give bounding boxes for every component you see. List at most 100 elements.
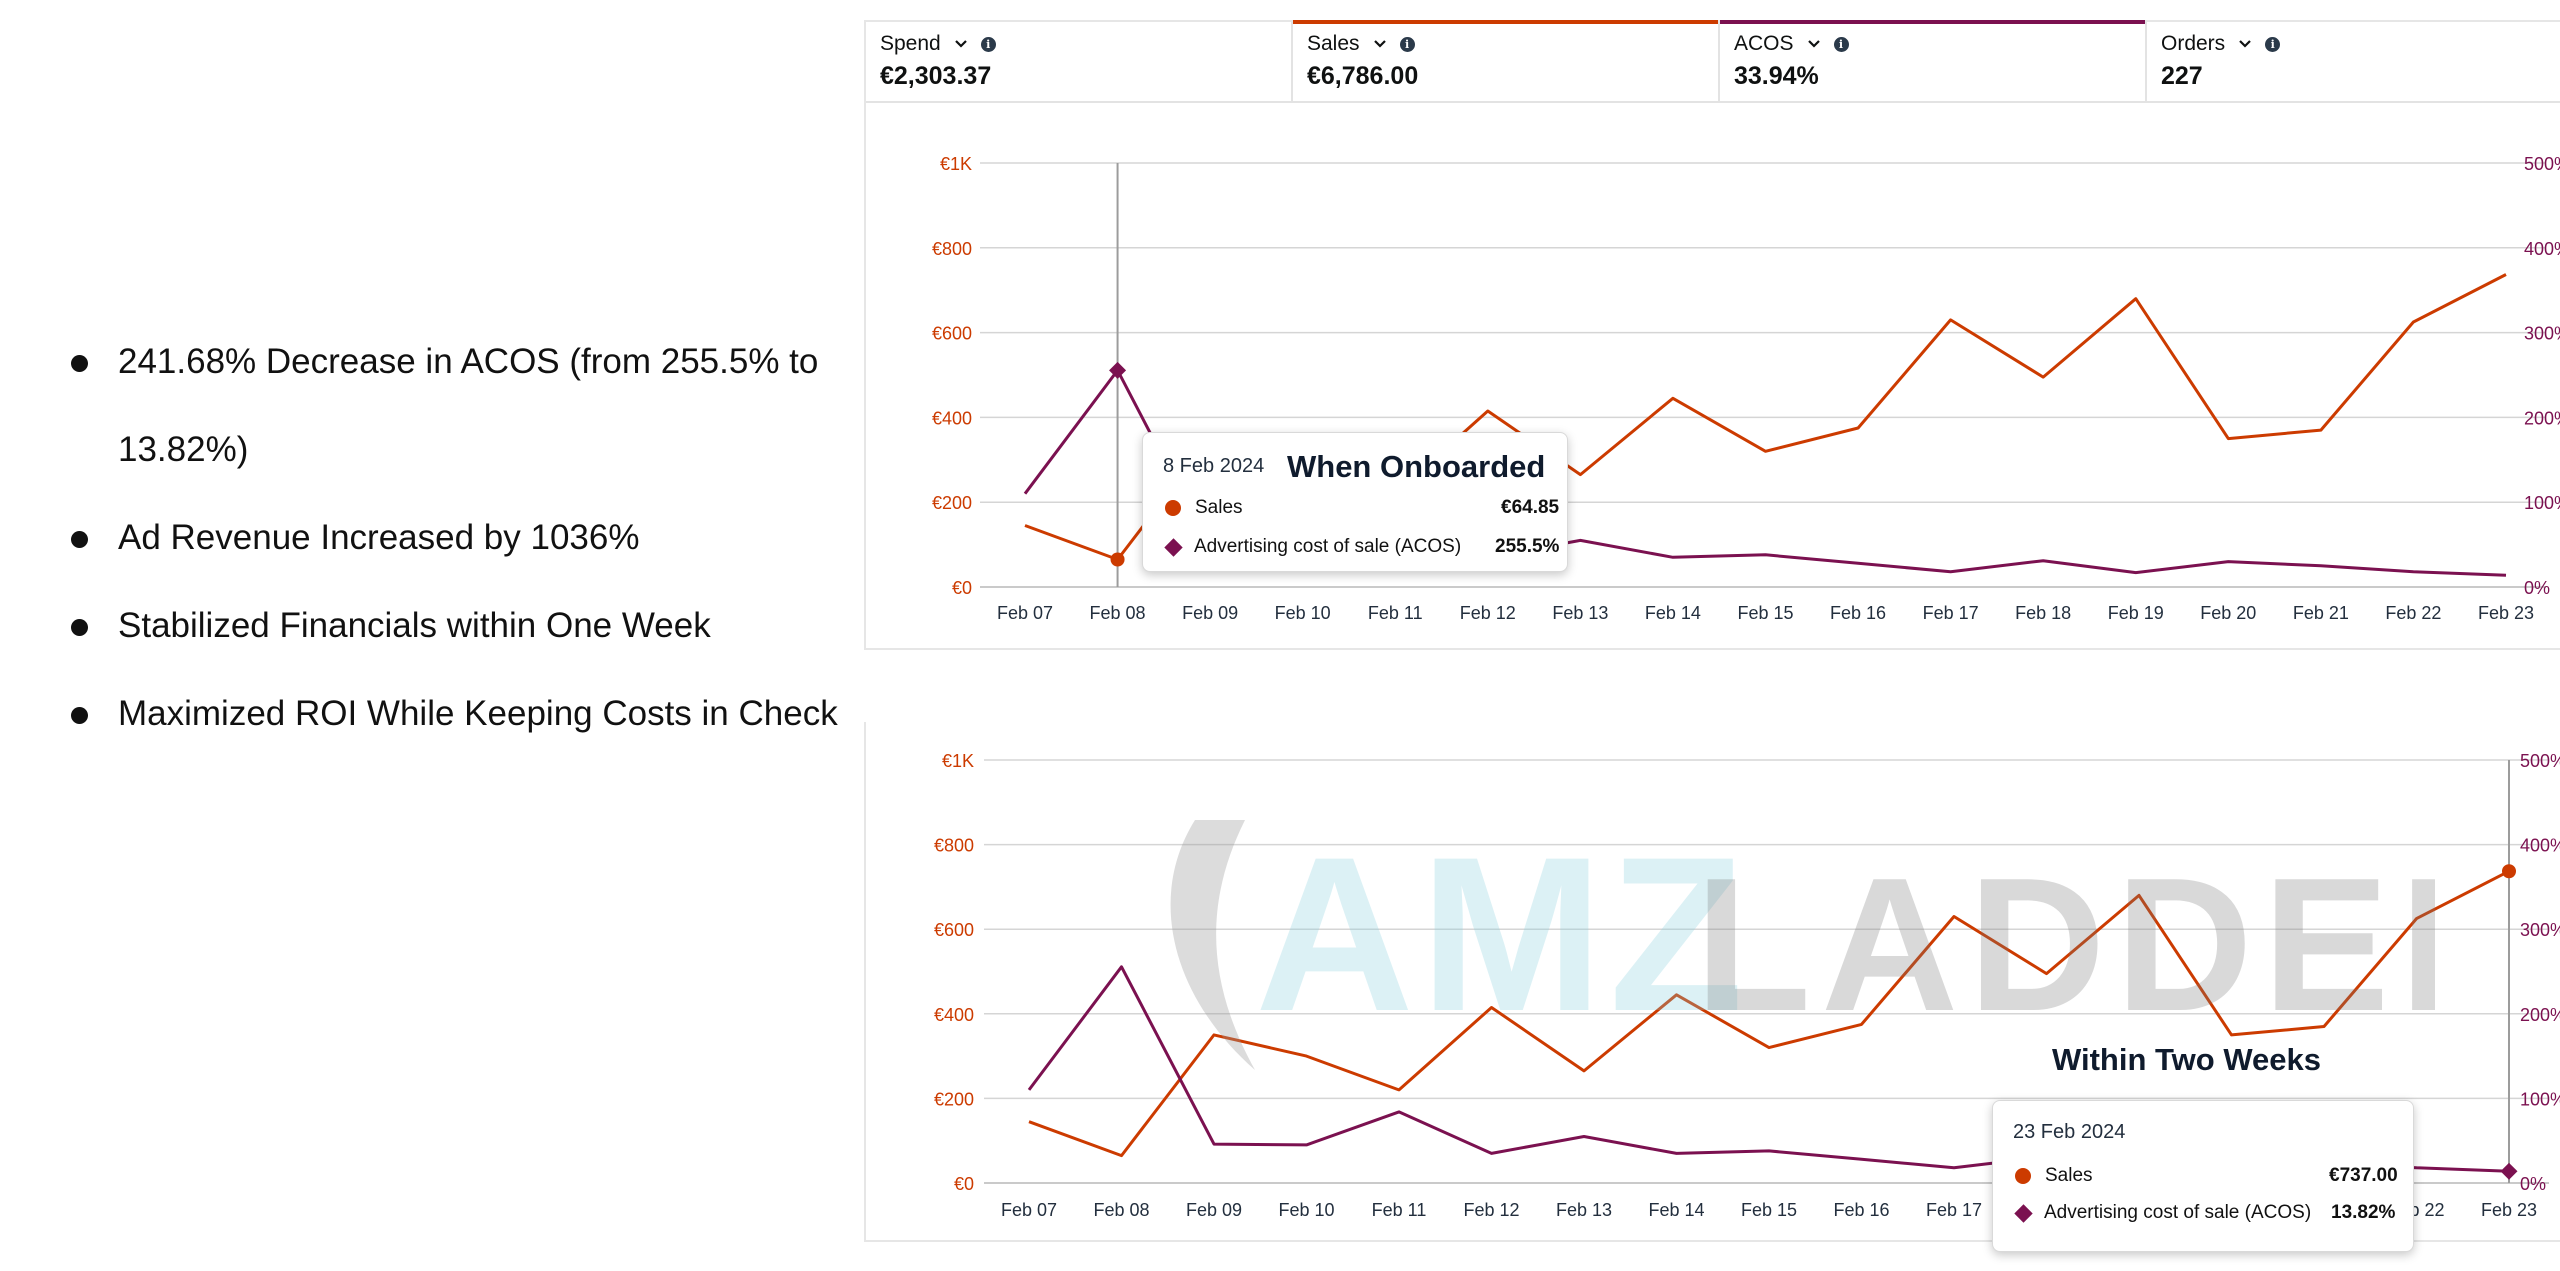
info-icon[interactable]: i xyxy=(1833,36,1849,52)
metric-accent xyxy=(1293,20,1718,24)
x-tick-label: Feb 12 xyxy=(1463,1200,1519,1220)
metric-acos[interactable]: ACOS i 33.94% xyxy=(1720,20,2147,101)
y-right-tick-label: 100% xyxy=(2524,493,2560,513)
x-tick-label: Feb 14 xyxy=(1648,1200,1704,1220)
highlights-list: 241.68% Decrease in ACOS (from 255.5% to… xyxy=(60,318,860,758)
x-tick-label: Feb 08 xyxy=(1093,1200,1149,1220)
x-tick-label: Feb 19 xyxy=(2108,603,2164,623)
x-tick-label: Feb 13 xyxy=(1556,1200,1612,1220)
metric-tiles: Spend i €2,303.37 Sales i €6,786.00 ACOS… xyxy=(866,20,2560,103)
x-tick-label: Feb 08 xyxy=(1090,603,1146,623)
tooltip-date: 8 Feb 2024 xyxy=(1163,455,1265,477)
y-left-tick-label: €600 xyxy=(932,324,972,344)
x-tick-label: Feb 23 xyxy=(2481,1200,2537,1220)
tooltip-value: €737.00 xyxy=(2329,1165,2398,1186)
x-tick-label: Feb 12 xyxy=(1460,603,1516,623)
y-left-tick-label: €800 xyxy=(934,836,974,856)
chevron-down-icon[interactable] xyxy=(953,36,969,52)
annotation-when-onboarded: When Onboarded xyxy=(1287,449,1546,484)
tooltip-label: Advertising cost of sale (ACOS) xyxy=(2044,1202,2312,1223)
highlight-acos: 241.68% Decrease in ACOS (from 255.5% to… xyxy=(60,318,860,494)
y-right-tick-label: 400% xyxy=(2520,836,2560,856)
tooltip-value: 13.82% xyxy=(2331,1202,2396,1223)
chart-panel-two-weeks: €0 0% €200 100% €400 200% €600 300% €800 400% €1K 5… xyxy=(864,722,2560,1252)
acos-highlight-point xyxy=(2500,1162,2518,1180)
annotation-within-two-weeks: Within Two Weeks xyxy=(2052,1042,2321,1077)
metric-value: €2,303.37 xyxy=(880,62,992,90)
y-right-tick-label: 400% xyxy=(2524,239,2560,259)
chevron-down-icon[interactable] xyxy=(1372,36,1388,52)
x-tick-label: Feb 09 xyxy=(1182,603,1238,623)
info-icon[interactable]: i xyxy=(2265,36,2281,52)
sales-marker-icon xyxy=(2015,1168,2031,1184)
x-tick-label: Feb 10 xyxy=(1275,603,1331,623)
x-tick-label: Feb 13 xyxy=(1552,603,1608,623)
chevron-down-icon[interactable] xyxy=(2237,36,2253,52)
y-left-tick-label: €400 xyxy=(932,408,972,428)
sales-highlight-point xyxy=(2502,864,2516,879)
x-tick-label: Feb 11 xyxy=(1368,603,1423,623)
x-tick-label: Feb 22 xyxy=(2385,603,2441,623)
metric-label: Sales xyxy=(1307,32,1360,55)
tooltip-label: Sales xyxy=(2045,1165,2093,1186)
tooltip-row-acos: Advertising cost of sale (ACOS) 13.82% xyxy=(2014,1202,2395,1224)
metric-label: Spend xyxy=(880,32,941,55)
x-tick-label: Feb 07 xyxy=(1001,1200,1057,1220)
x-tick-label: Feb 16 xyxy=(1833,1200,1889,1220)
metric-label: Orders xyxy=(2161,32,2226,55)
x-tick-label: Feb 16 xyxy=(1830,603,1886,623)
x-tick-label: Feb 15 xyxy=(1741,1200,1797,1220)
y-right-tick-label: 300% xyxy=(2524,324,2560,344)
x-tick-label: Feb 10 xyxy=(1278,1200,1334,1220)
y-right-tick-label: 0% xyxy=(2524,578,2550,598)
tooltip-label: Advertising cost of sale (ACOS) xyxy=(1194,536,1462,557)
sales-highlight-point xyxy=(1110,552,1125,567)
acos-marker-icon xyxy=(1164,537,1183,557)
x-tick-label: Feb 17 xyxy=(1926,1200,1982,1220)
y-right-tick-label: 200% xyxy=(2524,408,2560,428)
metric-spend[interactable]: Spend i €2,303.37 xyxy=(866,22,1293,101)
tooltip-row-acos: Advertising cost of sale (ACOS) 255.5% xyxy=(1164,536,1559,558)
y-left-tick-label: €800 xyxy=(932,239,972,259)
tooltip-label: Sales xyxy=(1195,497,1243,518)
y-right-tick-label: 500% xyxy=(2524,154,2560,174)
metric-label: ACOS xyxy=(1734,32,1794,55)
y-right-tick-label: 200% xyxy=(2520,1005,2560,1025)
y-right-tick-label: 500% xyxy=(2520,751,2560,771)
x-tick-label: Feb 23 xyxy=(2478,603,2534,623)
y-left-tick-label: €0 xyxy=(952,578,972,598)
x-tick-label: Feb 15 xyxy=(1737,603,1793,623)
x-tick-label: Feb 21 xyxy=(2293,603,2349,623)
y-left-tick-label: €0 xyxy=(954,1174,974,1194)
y-left-tick-label: €1K xyxy=(942,751,974,771)
sales-marker-icon xyxy=(1165,500,1181,516)
metric-orders[interactable]: Orders i 227 xyxy=(2147,22,2560,101)
chevron-down-icon[interactable] xyxy=(1806,36,1822,52)
x-tick-label: Feb 09 xyxy=(1186,1200,1242,1220)
info-icon[interactable]: i xyxy=(1399,36,1415,52)
x-tick-label: Feb 18 xyxy=(2015,603,2071,623)
info-icon[interactable]: i xyxy=(980,36,996,52)
metric-sales[interactable]: Sales i €6,786.00 xyxy=(1293,20,1720,101)
sales-series-line xyxy=(1028,869,2510,1158)
tooltip-row-sales: Sales €737.00 xyxy=(2015,1165,2398,1187)
tooltip-row-sales: Sales €64.85 xyxy=(1165,497,1559,519)
y-right-tick-label: 100% xyxy=(2520,1089,2560,1109)
tooltip-date: 23 Feb 2024 xyxy=(2013,1121,2126,1143)
x-tick-label: Feb 17 xyxy=(1923,603,1979,623)
chart-panel-onboarded: Spend i €2,303.37 Sales i €6,786.00 ACOS… xyxy=(864,20,2560,650)
sales-acos-chart-onboarded: €0 0% €200 100% €400 200% €600 300% €800 400% €1K 5… xyxy=(932,154,2560,623)
metric-accent xyxy=(1720,20,2145,24)
chart-tooltip: 23 Feb 2024 Sales €737.00 Advertising co… xyxy=(1992,1100,2414,1252)
metric-value: 227 xyxy=(2161,62,2203,90)
y-left-tick-label: €400 xyxy=(934,1005,974,1025)
y-left-tick-label: €200 xyxy=(934,1089,974,1109)
x-tick-label: Feb 20 xyxy=(2200,603,2256,623)
y-left-tick-label: €1K xyxy=(940,154,972,174)
tooltip-value: €64.85 xyxy=(1501,497,1560,518)
y-left-tick-label: €200 xyxy=(932,493,972,513)
acos-marker-icon xyxy=(2014,1203,2033,1223)
highlight-revenue: Ad Revenue Increased by 1036% xyxy=(60,494,860,582)
x-tick-label: Feb 11 xyxy=(1372,1200,1427,1220)
metric-value: €6,786.00 xyxy=(1307,62,1419,90)
